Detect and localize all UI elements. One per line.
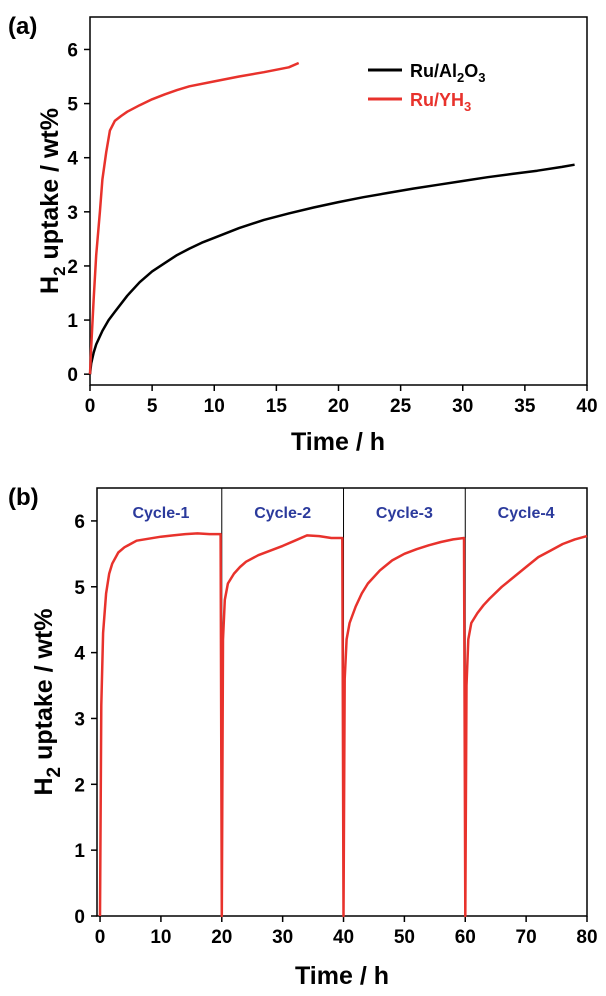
panel-a-y-axis-title: H2 uptake / wt% [36,108,69,294]
x-tick-label: 0 [85,396,96,417]
panel-a-legend: Ru/Al2O3 Ru/YH3 [368,61,485,114]
x-tick-label: 50 [394,927,415,948]
series-line-1 [100,533,587,916]
x-tick-label: 35 [514,396,536,417]
panel-a-y-ticks: 0 1 2 3 4 5 6 [67,40,90,386]
y-tick-label: 3 [74,709,85,730]
x-tick-label: 25 [390,396,412,417]
x-tick-label: 40 [576,396,597,417]
cycle-label-2: Cycle-2 [254,505,311,522]
x-tick-label: 30 [452,396,473,417]
panel-b-y-ticks: 0 1 2 3 4 5 6 [74,512,97,928]
cycle-label-4: Cycle-4 [498,505,555,522]
y-tick-label: 0 [67,365,78,386]
panel-a-x-axis-title: Time / h [291,428,385,456]
legend-label-ru-yh3: Ru/YH3 [410,90,471,114]
y-tick-label: 5 [67,95,78,116]
x-tick-label: 30 [272,927,293,948]
x-tick-label: 5 [147,396,158,417]
y-tick-label: 2 [67,257,78,278]
cycle-label-1: Cycle-1 [132,505,189,522]
x-tick-label: 20 [211,927,232,948]
panel-a-x-ticks: 0 5 10 15 20 25 30 35 40 [85,385,598,417]
y-tick-label: 1 [74,841,85,862]
panel-b-lines [100,533,587,916]
x-tick-label: 70 [516,927,537,948]
y-tick-label: 5 [74,578,85,599]
series-line-1 [90,165,575,375]
x-tick-label: 40 [333,927,354,948]
x-tick-label: 0 [95,927,106,948]
panel-b-label: (b) [8,484,39,511]
y-tick-label: 4 [67,149,78,170]
panel-a: (a) 0 5 10 15 20 25 30 35 40 0 1 2 3 4 5 6 Time / h H2… [8,13,598,456]
x-tick-label: 15 [266,396,288,417]
x-tick-label: 10 [204,396,225,417]
panel-b: (b) Cycle-1 Cycle-2 Cycle-3 Cycle-4 0 10 2… [8,484,598,990]
x-tick-label: 10 [150,927,171,948]
panel-b-y-axis-title: H2 uptake / wt% [30,608,65,795]
panel-b-x-ticks: 0 10 20 30 40 50 60 70 80 [95,916,598,948]
y-tick-label: 4 [74,644,85,665]
y-tick-label: 6 [74,512,85,533]
x-tick-label: 60 [455,927,476,948]
y-tick-label: 2 [74,775,85,796]
y-tick-label: 6 [67,40,78,61]
panel-a-label: (a) [8,13,37,40]
y-tick-label: 1 [67,311,78,332]
panel-a-lines [90,63,575,374]
panel-b-x-axis-title: Time / h [295,962,389,990]
x-tick-label: 20 [328,396,349,417]
legend-label-ru-al2o3: Ru/Al2O3 [410,61,485,85]
y-tick-label: 3 [67,203,78,224]
x-tick-label: 80 [576,927,597,948]
cycle-label-3: Cycle-3 [376,505,433,522]
y-tick-label: 0 [74,907,85,928]
